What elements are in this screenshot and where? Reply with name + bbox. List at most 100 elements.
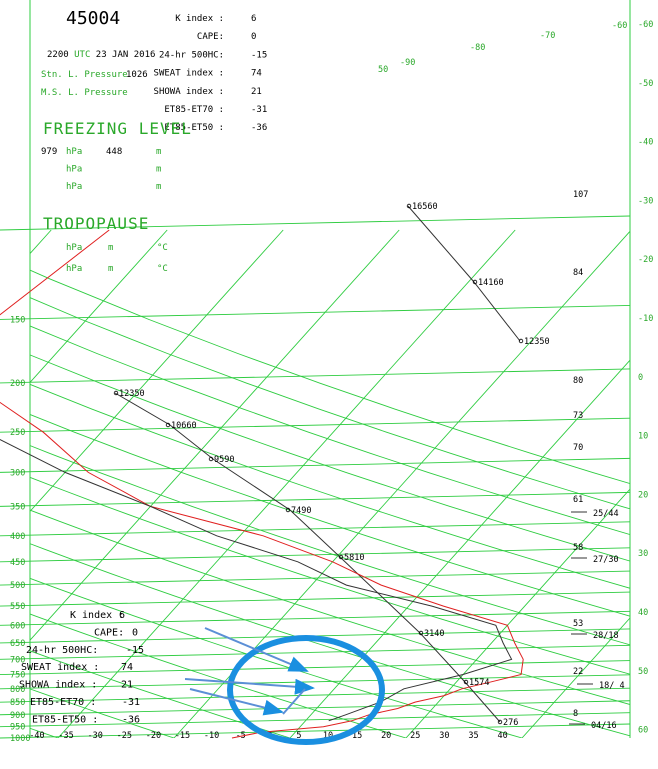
- isotherm-line: [30, 229, 400, 641]
- adiabat-curve: [30, 613, 407, 738]
- upper-isotherm-label: -80: [470, 43, 485, 53]
- x-tick-label: -30: [88, 731, 103, 741]
- obs-date: 23 JAN 2016: [96, 50, 156, 60]
- right-axis-tick: 40: [638, 608, 648, 618]
- fz-unit-h: m: [156, 165, 161, 175]
- annotation-arrow-3: [189, 688, 284, 716]
- overlay-index-label: ET85-ET50 :: [32, 714, 98, 725]
- upper-isotherm-label: -60: [612, 21, 627, 31]
- wind-label: 27/30: [593, 555, 619, 565]
- isobar-line: [0, 610, 631, 626]
- pressure-tick-label: 1000: [10, 734, 30, 744]
- right-value: 80: [573, 376, 583, 386]
- fz-height: 448: [106, 147, 122, 157]
- pressure-tick-label: 200: [10, 379, 25, 389]
- adiabat-curve: [30, 445, 630, 646]
- isobar-grid: [0, 215, 631, 739]
- right-value: 73: [573, 411, 583, 421]
- upper-isotherm-label: -90: [400, 58, 415, 68]
- annotation-arrow-2: [184, 678, 315, 695]
- height-label: 5810: [344, 553, 364, 563]
- series-line: [0, 439, 513, 722]
- x-tick-label: -10: [204, 731, 219, 741]
- upper-height-marker: [406, 203, 412, 209]
- stn-pressure-label: Stn. L. Pressure: [41, 70, 128, 80]
- right-value: 8: [573, 709, 578, 719]
- pressure-tick-label: 700: [10, 655, 25, 665]
- isobar-line: [0, 305, 631, 320]
- tp-unit-h: m: [108, 243, 113, 253]
- isotherm-line: [638, 230, 658, 738]
- height-marker: [113, 390, 119, 396]
- isotherm-line: [30, 229, 284, 513]
- isotherm-line: [30, 229, 168, 384]
- isobar-line: [0, 644, 631, 660]
- x-tick-label: -25: [117, 731, 132, 741]
- adiabat-curve: [30, 509, 630, 705]
- highlight-circle: [227, 635, 385, 745]
- right-value: 22: [573, 667, 583, 677]
- pressure-tick-label: 850: [10, 698, 25, 708]
- right-axis-tick: -50: [638, 79, 653, 89]
- wind-label: 18/ 4: [599, 681, 625, 691]
- right-axis-tick: -20: [638, 255, 653, 265]
- obs-time-prefix: 2200: [47, 50, 69, 60]
- right-axis-tick: 10: [638, 432, 648, 442]
- index-label: 24-hr 500HC:: [159, 50, 224, 60]
- adiabat-curve: [30, 476, 630, 675]
- upper-height-label: 12350: [524, 337, 550, 347]
- height-marker: [497, 719, 503, 725]
- height-label: 10660: [171, 421, 197, 431]
- parcel-path: [114, 205, 521, 723]
- tropopause-rows: hPa m °C hPa m °C: [66, 243, 168, 274]
- index-value: 6: [251, 14, 256, 24]
- right-value: 61: [573, 495, 583, 505]
- index-value: -36: [251, 123, 267, 133]
- x-tick-label: -40: [29, 731, 44, 741]
- pressure-tick-label: 250: [10, 428, 25, 438]
- fz-unit-h: m: [156, 147, 161, 157]
- annotation-arrow-4: [282, 688, 306, 715]
- tp-unit-p: hPa: [66, 243, 82, 253]
- overlay-index-value: 0: [132, 627, 138, 638]
- right-value: 58: [573, 543, 583, 553]
- upper-isotherm-label: -70: [540, 31, 555, 41]
- overlay-index-value: 21: [121, 680, 133, 691]
- x-tick-label: 5: [296, 731, 301, 741]
- station-id: 45004: [66, 8, 120, 29]
- x-tick-label: 35: [468, 731, 478, 741]
- wind-label: 25/44: [593, 509, 619, 519]
- stn-pressure-value: 1026: [126, 70, 148, 80]
- pressure-tick-label: 150: [10, 315, 25, 325]
- pressure-tick-label: 450: [10, 558, 25, 568]
- upper-height-label: 16560: [412, 202, 438, 212]
- overlay-index-value: -31: [122, 697, 140, 708]
- msl-pressure-label: M.S. L. Pressure: [41, 88, 128, 98]
- wind-labels: 25/44 27/30 28/18 18/ 4 04/16: [569, 509, 625, 731]
- adiabat-curve: [30, 414, 630, 617]
- overlay-index-value: -15: [126, 645, 144, 656]
- adiabat-grid: [30, 269, 630, 738]
- upper-height-label: 14160: [478, 278, 504, 288]
- isobar-line: [0, 417, 631, 433]
- isobar-line: [0, 570, 631, 586]
- index-value: 21: [251, 87, 262, 97]
- annotation-arrow-1: [204, 627, 309, 672]
- isobar-line: [0, 215, 631, 231]
- isotherm-line: [289, 359, 630, 738]
- pressure-tick-label: 750: [10, 671, 25, 681]
- tp-unit-t: °C: [157, 243, 168, 253]
- wind-label: 04/16: [591, 721, 617, 731]
- fz-unit-p: hPa: [66, 147, 82, 157]
- overlay-index-value: 74: [121, 662, 133, 673]
- right-value: 84: [573, 268, 583, 278]
- obs-time-utc: UTC: [74, 50, 90, 60]
- right-axis-tick: -30: [638, 196, 653, 206]
- x-tick-label: -35: [58, 731, 73, 741]
- index-label: ET85-ET50 :: [164, 123, 224, 133]
- x-tick-label: 10: [323, 731, 333, 741]
- index-value: 0: [251, 32, 256, 42]
- x-tick-label: 40: [497, 731, 507, 741]
- isobar-line: [0, 521, 631, 537]
